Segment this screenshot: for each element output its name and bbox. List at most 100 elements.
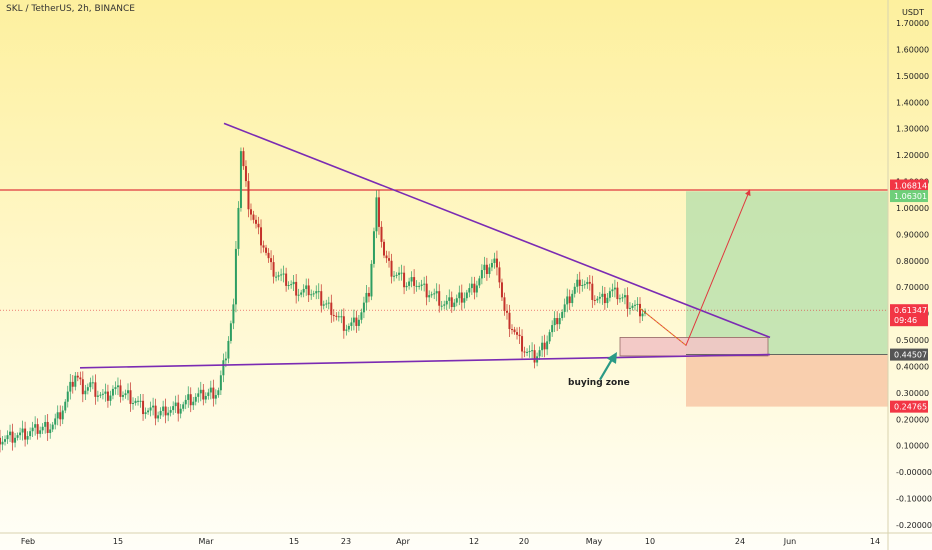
candle-body — [229, 323, 232, 341]
candle-body — [551, 325, 554, 333]
candle-body — [260, 227, 263, 246]
candle-body — [573, 286, 576, 294]
candle-body — [558, 318, 561, 325]
candle-body — [518, 334, 521, 337]
x-tick-label: May — [586, 537, 603, 546]
candle-body — [473, 283, 476, 293]
candle-body — [302, 288, 305, 293]
x-tick-label: Jun — [783, 537, 797, 546]
candle-body — [81, 379, 84, 395]
candle-body — [508, 312, 511, 330]
candle-body — [621, 297, 624, 299]
candle-body — [197, 393, 200, 397]
candle-body — [194, 396, 197, 402]
plot-layer: buying zone — [0, 122, 888, 453]
candle-body — [172, 406, 175, 411]
candle-body — [633, 304, 636, 306]
candle-body — [526, 351, 529, 353]
candle-body — [257, 223, 260, 228]
x-tick-label: 15 — [289, 537, 299, 546]
candle-body — [418, 285, 421, 287]
candle-body — [465, 292, 468, 299]
candle-body — [11, 431, 14, 443]
candle-body — [571, 293, 574, 304]
resistance-price-tag-bg — [890, 179, 928, 192]
candle-body — [147, 410, 150, 413]
stop-price-tag-bg — [890, 400, 928, 413]
candle-body — [4, 439, 7, 442]
candle-body — [583, 284, 586, 286]
candle-body — [96, 395, 99, 397]
candle-body — [372, 231, 375, 264]
candle-body — [485, 264, 488, 274]
candle-body — [538, 350, 541, 357]
candle-body — [116, 385, 119, 388]
candle-body — [365, 292, 368, 303]
candle-body — [192, 401, 195, 406]
y-tick-label: -0.00000 — [896, 468, 932, 477]
candle-body — [410, 277, 413, 282]
candle-body — [337, 316, 340, 318]
candle-body — [315, 291, 318, 294]
candle-body — [109, 395, 112, 401]
candle-body — [503, 297, 506, 311]
candle-body — [578, 279, 581, 286]
y-tick-label: 1.30000 — [896, 125, 929, 134]
candle-body — [347, 325, 350, 330]
target-price-tag: 1.06301 — [894, 192, 927, 201]
candle-body — [563, 304, 566, 312]
candle-body — [533, 350, 536, 363]
profit-zone — [686, 191, 888, 355]
candle-body — [111, 388, 114, 396]
candle-body — [435, 291, 438, 294]
candle-body — [393, 275, 396, 277]
candle-body — [639, 303, 641, 317]
y-tick-label: 1.00000 — [896, 204, 929, 213]
candle-body — [631, 305, 634, 308]
candle-body — [322, 304, 325, 306]
candle-body — [528, 351, 531, 353]
candle-body — [6, 435, 9, 440]
candle-body — [493, 258, 496, 263]
candle-body — [556, 318, 559, 325]
candle-body — [39, 430, 42, 434]
candle-body — [433, 293, 436, 295]
candle-body — [94, 382, 97, 397]
candle-body — [548, 332, 551, 342]
candle-body — [445, 300, 448, 305]
candle-body — [56, 412, 59, 419]
candle-body — [312, 293, 315, 295]
candle-body — [247, 181, 250, 210]
candle-body — [553, 318, 556, 326]
buying-zone-arrowhead — [607, 351, 617, 364]
candle-body — [495, 258, 498, 268]
candle-body — [420, 284, 423, 286]
candle-body — [408, 281, 411, 286]
candle-body — [265, 247, 268, 253]
candle-body — [641, 313, 644, 317]
candle-body — [127, 390, 129, 394]
candle-body — [357, 319, 360, 326]
candle-body — [327, 302, 330, 304]
candle-body — [478, 278, 481, 286]
y-tick-label: 0.50000 — [896, 336, 929, 345]
candle-body — [24, 428, 27, 440]
candle-body — [1, 441, 4, 445]
candle-body — [124, 393, 127, 396]
candle-body — [237, 207, 240, 249]
candle-body — [305, 285, 308, 289]
candle-body — [64, 401, 67, 411]
descending-trendline — [223, 122, 771, 339]
candle-body — [114, 387, 117, 389]
candle-body — [46, 421, 49, 433]
y-tick-label: 1.50000 — [896, 72, 929, 81]
y-tick-label: 0.30000 — [896, 389, 929, 398]
candle-body — [561, 311, 564, 319]
candle-body — [121, 395, 124, 397]
candle-body — [608, 291, 611, 298]
candle-body — [129, 390, 132, 404]
candle-body — [227, 340, 230, 359]
candle-body — [370, 263, 373, 297]
